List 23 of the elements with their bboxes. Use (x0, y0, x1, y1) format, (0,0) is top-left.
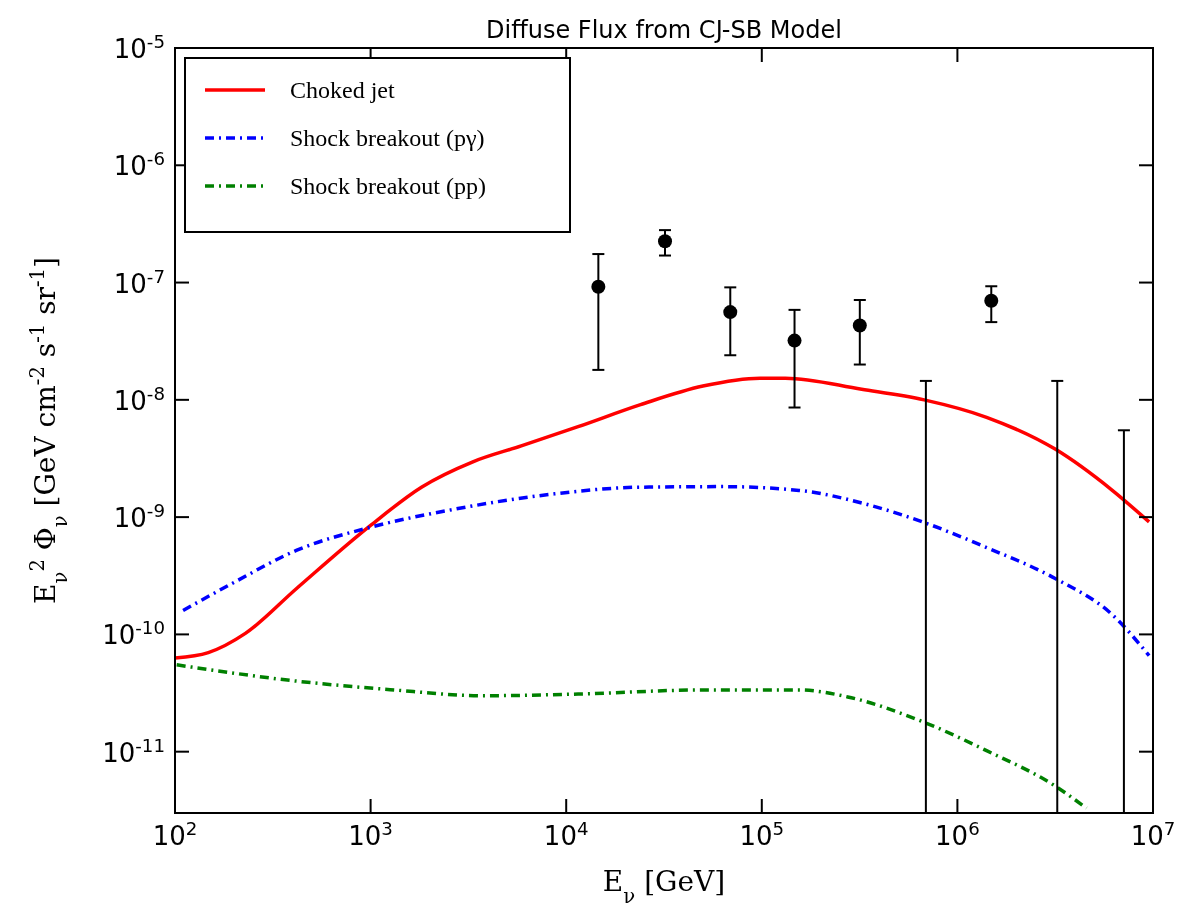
y-tick-label: 10$^{-5}$ (113, 30, 165, 64)
x-tick-label: 10$^{4}$ (543, 817, 589, 851)
y-tick-label: 10$^{-7}$ (113, 265, 165, 299)
y-tick-label: 10$^{-10}$ (102, 616, 165, 651)
legend-label: Shock breakout (pγ) (290, 125, 485, 151)
x-axis-title: E$_{ν}$ [GeV] (602, 865, 726, 908)
legend-label: Shock breakout (pp) (290, 173, 486, 199)
point (723, 305, 738, 320)
point (591, 279, 606, 294)
y-tick-label: 10$^{-11}$ (102, 734, 165, 768)
x-tick-label: 10$^{6}$ (935, 817, 980, 851)
chart-title: Diffuse Flux from CJ-SB Model (486, 16, 842, 44)
legend-label: Choked jet (290, 77, 395, 103)
y-tick-label: 10$^{-6}$ (113, 147, 165, 182)
point (658, 234, 673, 249)
x-tick-label: 10$^{3}$ (348, 817, 393, 851)
point (787, 333, 802, 348)
y-tick-label: 10$^{-9}$ (113, 499, 165, 534)
x-tick-label: 10$^{2}$ (152, 817, 198, 851)
x-tick-label: 10$^{5}$ (739, 817, 785, 851)
x-tick-label: 10$^{7}$ (1130, 817, 1176, 851)
point (852, 318, 867, 333)
y-tick-label: 10$^{-8}$ (113, 382, 165, 416)
